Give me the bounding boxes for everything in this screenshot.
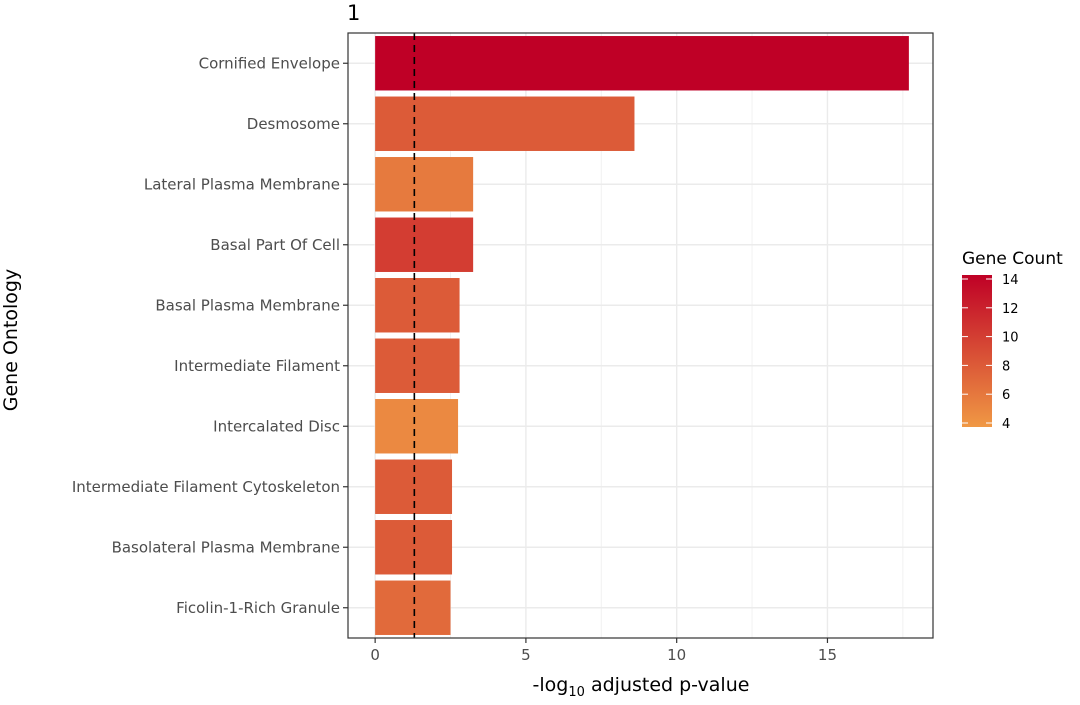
bar-intercalated-disc (375, 399, 459, 454)
y-tick-label: Desmosome (247, 115, 340, 133)
y-axis-title: Gene Ontology (0, 269, 22, 411)
y-tick-label: Basal Plasma Membrane (155, 296, 340, 314)
x-tick-label: 10 (667, 646, 686, 664)
legend-title: Gene Count (962, 249, 1063, 269)
legend-tick-label: 14 (1002, 273, 1019, 288)
legend-tick-label: 4 (1002, 417, 1010, 432)
x-tick-label: 5 (521, 646, 531, 664)
legend-ticks: 14 12 10 8 6 4 (962, 273, 1019, 432)
y-tick-label: Basolateral Plasma Membrane (112, 538, 340, 556)
x-axis-title: -log10 adjusted p-value (533, 674, 750, 700)
x-axis-title-prefix: -log (533, 674, 569, 696)
x-tick-label: 0 (370, 646, 380, 664)
y-tick-label: Intercalated Disc (213, 417, 340, 435)
y-axis: Cornified Envelope Desmosome Lateral Plasm… (72, 54, 348, 617)
x-axis-title-suffix: adjusted p-value (585, 674, 750, 696)
y-tick-label: Basal Part Of Cell (210, 236, 340, 254)
y-tick-label: Ficolin-1-Rich Granule (176, 599, 340, 617)
y-tick-label: Intermediate Filament (174, 357, 340, 375)
plot-border (347, 32, 934, 639)
y-tick-label: Intermediate Filament Cytoskeleton (72, 478, 340, 496)
bar-intermediate-filament (375, 338, 460, 393)
chart-title: 1 (347, 1, 360, 25)
bar-cornified-envelope (375, 36, 909, 91)
x-axis-title-subscript: 10 (568, 685, 585, 700)
y-tick-label: Lateral Plasma Membrane (144, 175, 340, 193)
bar-lateral-plasma-membrane (375, 157, 474, 212)
y-tick-label: Cornified Envelope (199, 54, 340, 72)
legend-tick-label: 12 (1002, 302, 1019, 317)
x-tick-label: 15 (818, 646, 837, 664)
bar-basal-part-of-cell (375, 217, 474, 272)
x-axis: 0 5 10 15 (370, 638, 837, 664)
legend-tick-label: 6 (1002, 388, 1010, 403)
legend-tick-label: 8 (1002, 359, 1010, 374)
legend: Gene Count 14 12 10 8 6 4 (962, 249, 1063, 432)
bar-basal-plasma-membrane (375, 278, 460, 333)
legend-tick-label: 10 (1002, 331, 1019, 346)
bar-desmosome (375, 96, 635, 151)
legend-colorbar (962, 275, 992, 427)
bar-ficolin-1-rich-granule (375, 580, 451, 635)
